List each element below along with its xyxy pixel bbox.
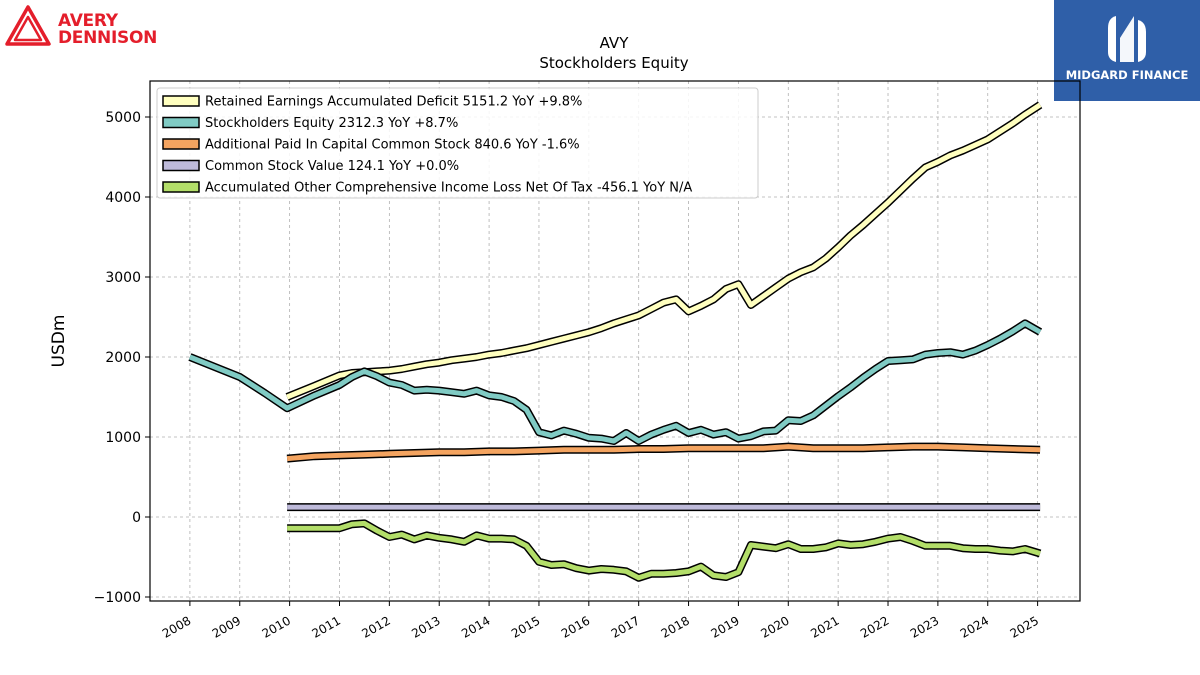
y-tick-label: 4000 xyxy=(105,190,141,206)
x-tick-label: 2017 xyxy=(609,613,642,640)
legend-entry: Retained Earnings Accumulated Deficit 51… xyxy=(205,95,582,110)
series-line xyxy=(188,319,1043,445)
x-tick-label: 2014 xyxy=(459,613,492,640)
y-tick-label: 5000 xyxy=(105,110,141,126)
y-tick-label: −1000 xyxy=(94,590,141,606)
series-line xyxy=(285,101,1043,401)
y-axis-label: USDm xyxy=(49,315,69,368)
series-line xyxy=(286,442,1041,463)
y-tick-label: 0 xyxy=(132,510,141,526)
legend-entry: Additional Paid In Capital Common Stock … xyxy=(205,138,580,153)
legend-swatch xyxy=(162,138,200,150)
x-tick-label: 2008 xyxy=(160,613,193,640)
series-outline xyxy=(287,519,1042,582)
x-tick-label: 2018 xyxy=(659,613,692,640)
series-line xyxy=(287,519,1042,582)
x-tick-label: 2015 xyxy=(509,613,542,640)
legend-swatch xyxy=(162,181,200,193)
y-tick-label: 2000 xyxy=(105,350,141,366)
x-tick-label: 2020 xyxy=(758,613,791,640)
avery-dennison-mark-icon xyxy=(5,5,51,46)
company-name-line2: DENNISON xyxy=(58,28,158,48)
legend: Retained Earnings Accumulated Deficit 51… xyxy=(156,87,759,199)
series-stroke xyxy=(286,102,1042,400)
legend-entry: Stockholders Equity 2312.3 YoY +8.7% xyxy=(205,116,458,131)
x-tick-label: 2011 xyxy=(310,613,343,640)
legend-swatch xyxy=(162,116,200,129)
x-tick-label: 2012 xyxy=(359,613,392,640)
x-tick-label: 2023 xyxy=(908,613,941,640)
midgard-finance-logo: MIDGARD FINANCE xyxy=(1054,0,1200,101)
legend-box xyxy=(156,87,759,199)
series-stroke xyxy=(287,520,1041,581)
midgard-mark-icon xyxy=(1108,16,1146,62)
series-stroke xyxy=(286,444,1041,462)
x-tick-label: 2025 xyxy=(1008,613,1041,640)
x-tick-label: 2013 xyxy=(409,613,442,640)
x-tick-label: 2022 xyxy=(858,613,891,640)
x-tick-label: 2016 xyxy=(559,613,592,640)
partner-name: MIDGARD FINANCE xyxy=(1065,68,1189,82)
series-stroke xyxy=(188,320,1042,444)
legend-swatch xyxy=(162,95,200,107)
chart-title: AVY xyxy=(600,34,630,52)
x-tick-label: 2019 xyxy=(708,613,741,640)
series-lines xyxy=(188,101,1043,582)
legend-entry: Common Stock Value 124.1 YoY +0.0% xyxy=(205,159,459,174)
chart-subtitle: Stockholders Equity xyxy=(539,54,688,72)
avery-dennison-logo: AVERY DENNISON xyxy=(4,4,174,48)
plot-frame xyxy=(149,80,1081,602)
legend-entry: Accumulated Other Comprehensive Income L… xyxy=(205,181,692,196)
x-tick-label: 2021 xyxy=(808,613,841,640)
x-tick-label: 2010 xyxy=(260,613,293,640)
legend-swatch xyxy=(162,159,200,172)
x-tick-label: 2009 xyxy=(210,613,243,640)
company-name-line1: AVERY xyxy=(58,11,118,31)
x-tick-label: 2024 xyxy=(958,613,991,640)
y-tick-label: 1000 xyxy=(105,430,141,446)
y-tick-label: 3000 xyxy=(105,270,141,286)
